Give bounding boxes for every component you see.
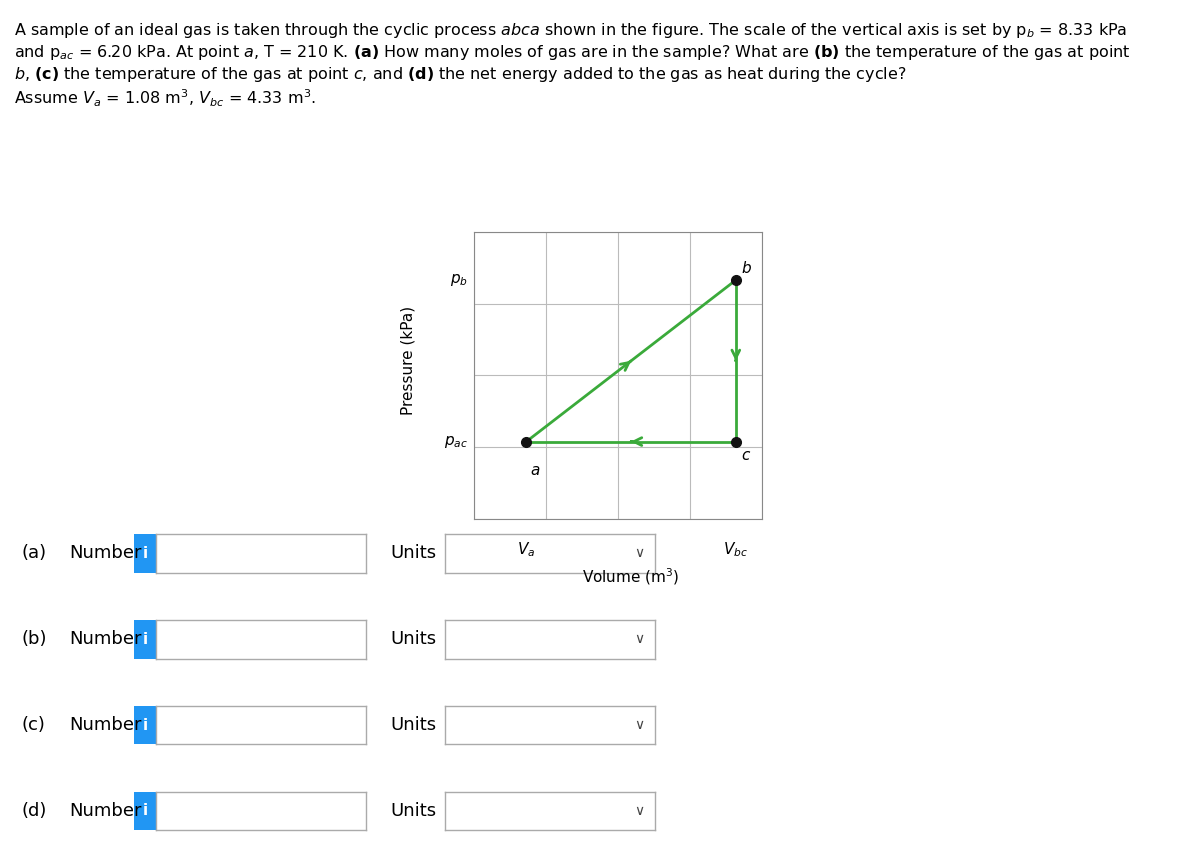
Text: $V_{bc}$: $V_{bc}$ <box>724 541 749 559</box>
Text: Number: Number <box>70 802 142 819</box>
Text: (a): (a) <box>22 545 47 562</box>
Text: i: i <box>143 803 148 819</box>
Text: ∨: ∨ <box>635 804 644 818</box>
Text: $c$: $c$ <box>740 448 751 462</box>
Text: Number: Number <box>70 716 142 734</box>
Text: i: i <box>143 631 148 647</box>
Text: A sample of an ideal gas is taken through the cyclic process $abca$ shown in the: A sample of an ideal gas is taken throug… <box>14 21 1128 40</box>
Text: ∨: ∨ <box>635 547 644 560</box>
Text: i: i <box>143 546 148 561</box>
Text: ∨: ∨ <box>635 632 644 646</box>
Text: $b$: $b$ <box>740 260 752 276</box>
Text: Assume $V_a$ = 1.08 m$^3$, $V_{bc}$ = 4.33 m$^3$.: Assume $V_a$ = 1.08 m$^3$, $V_{bc}$ = 4.… <box>14 88 317 109</box>
Text: Pressure (kPa): Pressure (kPa) <box>401 306 415 415</box>
Text: Number: Number <box>70 545 142 562</box>
Text: Units: Units <box>390 545 436 562</box>
Text: Number: Number <box>70 631 142 648</box>
Text: Units: Units <box>390 716 436 734</box>
Text: (c): (c) <box>22 716 46 734</box>
Text: $p_{ac}$: $p_{ac}$ <box>444 433 468 450</box>
Text: Units: Units <box>390 802 436 819</box>
Text: $p_b$: $p_b$ <box>450 272 468 288</box>
Text: ∨: ∨ <box>635 718 644 732</box>
Text: Volume (m$^3$): Volume (m$^3$) <box>582 566 680 587</box>
Text: Units: Units <box>390 631 436 648</box>
Text: $a$: $a$ <box>529 462 540 478</box>
Text: i: i <box>143 717 148 733</box>
Text: $V_a$: $V_a$ <box>517 541 535 559</box>
Text: $b$, $\mathbf{(c)}$ the temperature of the gas at point $c$, and $\mathbf{(d)}$ : $b$, $\mathbf{(c)}$ the temperature of t… <box>14 65 907 84</box>
Text: (d): (d) <box>22 802 47 819</box>
Text: (b): (b) <box>22 631 47 648</box>
Text: and p$_{ac}$ = 6.20 kPa. At point $a$, T = 210 K. $\mathbf{(a)}$ How many moles : and p$_{ac}$ = 6.20 kPa. At point $a$, T… <box>14 44 1130 63</box>
